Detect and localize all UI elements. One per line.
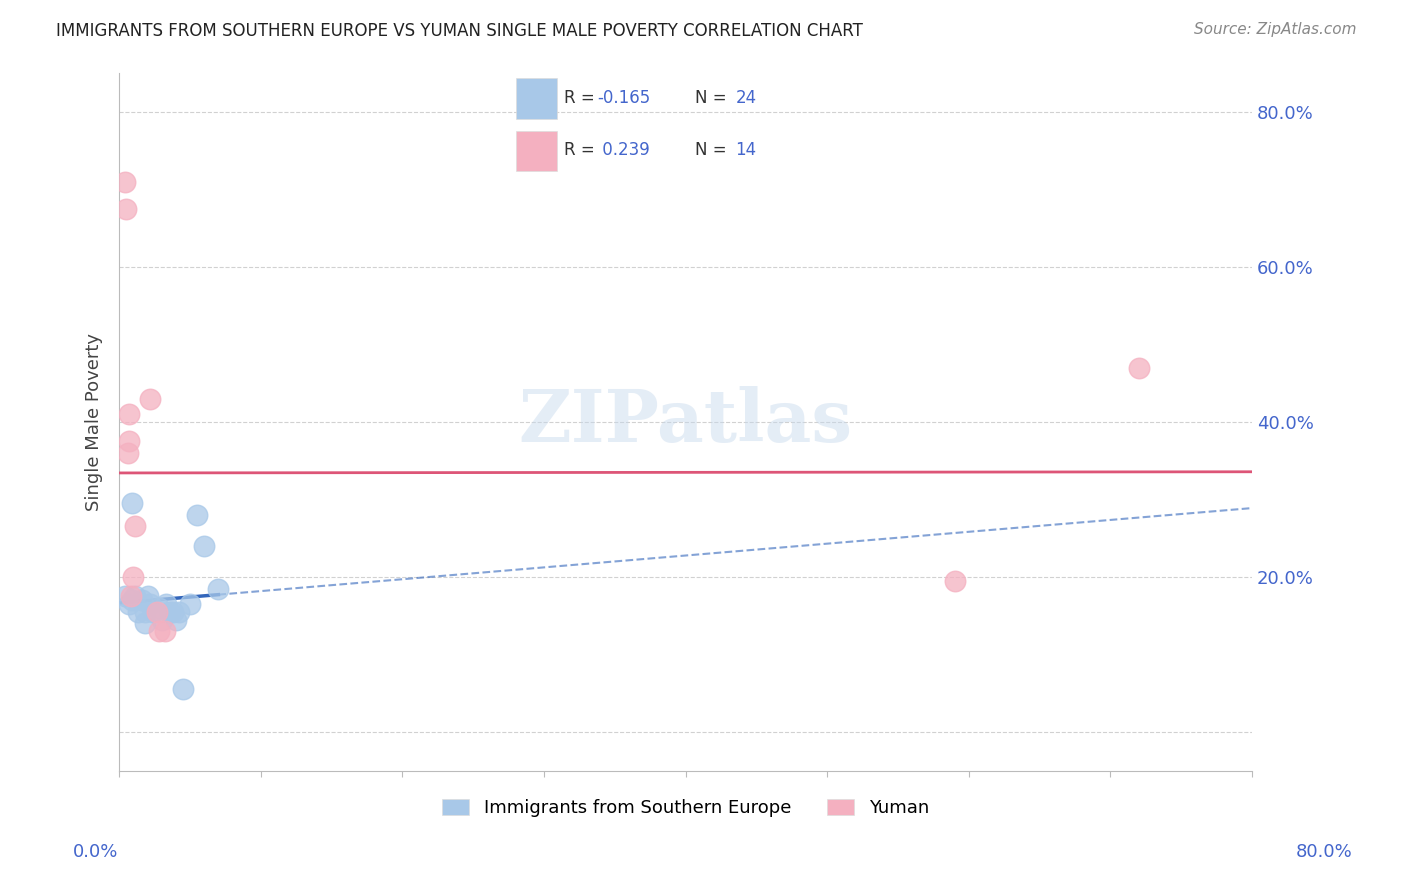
Point <box>148 624 170 639</box>
Point <box>186 508 208 522</box>
Point <box>120 589 142 603</box>
FancyBboxPatch shape <box>516 78 557 119</box>
Point <box>114 589 136 603</box>
Point <box>153 624 176 639</box>
Text: 0.0%: 0.0% <box>73 843 118 861</box>
Point <box>114 174 136 188</box>
Point <box>127 605 149 619</box>
Legend: Immigrants from Southern Europe, Yuman: Immigrants from Southern Europe, Yuman <box>434 792 936 824</box>
Point <box>165 613 187 627</box>
Point <box>118 597 141 611</box>
Point <box>124 519 146 533</box>
Text: IMMIGRANTS FROM SOUTHERN EUROPE VS YUMAN SINGLE MALE POVERTY CORRELATION CHART: IMMIGRANTS FROM SOUTHERN EUROPE VS YUMAN… <box>56 22 863 40</box>
Point <box>146 605 169 619</box>
Point <box>1128 360 1150 375</box>
Y-axis label: Single Male Poverty: Single Male Poverty <box>86 333 103 511</box>
Point <box>139 392 162 406</box>
Point <box>118 434 141 449</box>
Point <box>142 605 165 619</box>
FancyBboxPatch shape <box>516 130 557 171</box>
Point <box>207 582 229 596</box>
Point <box>115 202 138 216</box>
Point <box>134 616 156 631</box>
Point <box>172 682 194 697</box>
Text: N =: N = <box>695 89 733 107</box>
Point <box>121 593 143 607</box>
Point <box>167 605 190 619</box>
Point <box>148 600 170 615</box>
Point <box>155 597 177 611</box>
Text: R =: R = <box>564 89 599 107</box>
Point <box>118 407 141 421</box>
Point <box>162 605 184 619</box>
Point <box>943 574 966 588</box>
Text: 24: 24 <box>735 89 756 107</box>
Text: Source: ZipAtlas.com: Source: ZipAtlas.com <box>1194 22 1357 37</box>
Point <box>150 613 173 627</box>
Point <box>159 605 181 619</box>
Text: 0.239: 0.239 <box>598 142 650 160</box>
Text: N =: N = <box>695 142 733 160</box>
Text: ZIPatlas: ZIPatlas <box>519 386 852 458</box>
Point <box>193 539 215 553</box>
Text: -0.165: -0.165 <box>598 89 651 107</box>
Point <box>131 593 153 607</box>
Point <box>122 570 145 584</box>
Point <box>179 597 201 611</box>
Point <box>134 605 156 619</box>
Point <box>121 496 143 510</box>
Point <box>139 597 162 611</box>
Point <box>136 589 159 603</box>
Text: 14: 14 <box>735 142 756 160</box>
Text: 80.0%: 80.0% <box>1296 843 1353 861</box>
Text: R =: R = <box>564 142 599 160</box>
Point <box>124 589 146 603</box>
Point <box>117 446 139 460</box>
